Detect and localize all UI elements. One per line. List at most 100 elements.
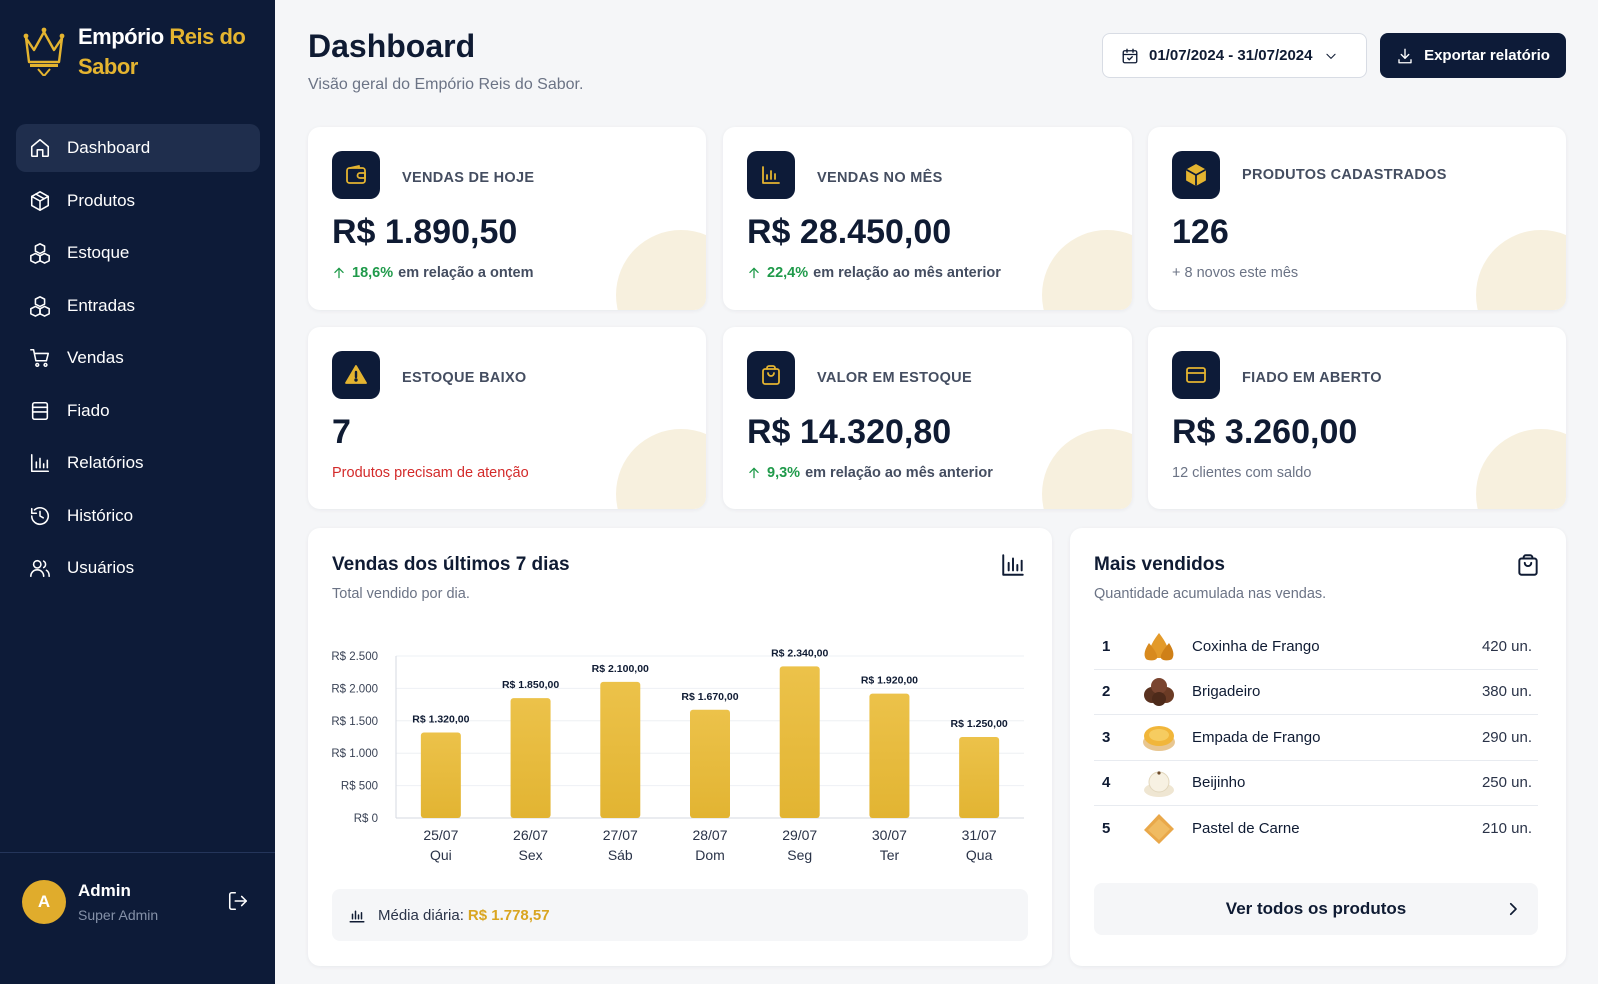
boxes-icon: [30, 243, 50, 264]
x-tick-label: 29/07: [782, 827, 817, 843]
chart-bar: [869, 693, 910, 818]
user-name: Admin: [78, 881, 131, 900]
stat-change: 22,4% em relação ao mês anterior: [747, 265, 1001, 281]
daily-average-value: R$ 1.778,57: [467, 906, 550, 924]
data-label: R$ 2.340,00: [771, 647, 828, 659]
calendar-icon: [1122, 48, 1138, 63]
home-icon: [30, 138, 50, 158]
chart-bar: [510, 698, 551, 818]
chart-bar: [690, 709, 730, 818]
data-label: R$ 1.250,00: [951, 718, 1008, 730]
sidebar-item-vendas[interactable]: Vendas: [16, 334, 260, 382]
brand-logo[interactable]: Empório Reis do Sabor: [22, 22, 246, 82]
date-range-picker[interactable]: 01/07/2024 - 31/07/2024: [1102, 33, 1367, 78]
brand-name-part3: Sabor: [78, 54, 138, 79]
x-weekday-label: Sáb: [608, 847, 633, 863]
stat-note-alert: Produtos precisam de atenção: [332, 465, 529, 481]
sidebar-item-label: Vendas: [67, 348, 124, 367]
sales-panel-subtitle: Total vendido por dia.: [332, 586, 470, 602]
chart-options-button[interactable]: [1000, 552, 1026, 578]
chart-bar: [959, 737, 1000, 818]
cart-icon: [30, 348, 50, 368]
sidebar-item-label: Produtos: [67, 190, 136, 210]
see-all-products-button[interactable]: Ver todos os produtos: [1094, 883, 1538, 935]
sidebar-item-label: Estoque: [67, 243, 130, 262]
user-role: Super Admin: [78, 907, 159, 923]
list-item[interactable]: 3 Empada de Frango 290 un.: [1094, 715, 1538, 761]
product-quantity: 380 un.: [1481, 683, 1532, 701]
product-name: Empada de Frango: [1192, 728, 1321, 746]
sidebar-item-dashboard[interactable]: Dashboard: [16, 124, 260, 172]
x-tick-label: 27/07: [603, 827, 638, 843]
sidebar-item-historico[interactable]: Histórico: [16, 492, 260, 540]
y-tick-label: R$ 0: [354, 813, 378, 825]
best-sellers-cart-button[interactable]: [1515, 552, 1541, 578]
logout-button[interactable]: [227, 890, 249, 912]
x-tick-label: 28/07: [692, 827, 727, 843]
y-tick-label: R$ 1.000: [331, 748, 378, 760]
sidebar-item-relatorios[interactable]: Relatórios: [16, 439, 260, 487]
stat-label: PRODUTOS CADASTRADOS: [1242, 167, 1447, 183]
sidebar-item-usuarios[interactable]: Usuários: [16, 544, 260, 592]
bag-icon: [762, 365, 780, 385]
stat-note-text: + 8 novos este mês: [1172, 265, 1299, 281]
product-quantity: 420 un.: [1481, 637, 1532, 655]
product-quantity: 210 un.: [1481, 820, 1532, 838]
list-item[interactable]: 4 Beijinho 250 un.: [1094, 761, 1538, 806]
sidebar-item-fiado[interactable]: Fiado: [16, 387, 260, 435]
chevron-down-icon: [1326, 53, 1337, 59]
list-item[interactable]: 5 Pastel de Carne 210 un.: [1094, 806, 1538, 852]
crown-icon: [23, 27, 65, 76]
avatar[interactable]: A: [22, 880, 66, 924]
stat-card-produtos: PRODUTOS CADASTRADOS 126 + 8 novos este …: [1148, 127, 1566, 310]
product-quantity: 290 un.: [1481, 728, 1532, 746]
bar-chart-icon: [30, 453, 50, 473]
arrow-up-icon: [749, 267, 759, 279]
stat-note: Produtos precisam de atenção: [332, 465, 529, 481]
sidebar-item-estoque[interactable]: Estoque: [16, 229, 260, 277]
export-report-label: Exportar relatório: [1424, 47, 1550, 64]
card-decoration: [1476, 230, 1566, 310]
ledger-icon: [31, 401, 49, 420]
rank-number: 5: [1102, 820, 1111, 838]
chart-icon: [762, 166, 780, 184]
sidebar-item-entradas[interactable]: Entradas: [16, 282, 260, 330]
sidebar-item-label: Dashboard: [67, 138, 151, 157]
stat-card-estoque-baixo: ESTOQUE BAIXO 7 Produtos precisam de ate…: [308, 327, 706, 509]
stat-value: 7: [332, 413, 351, 451]
empada-image: [1143, 726, 1175, 752]
sidebar-item-label: Relatórios: [67, 453, 144, 472]
stat-change: 9,3% em relação ao mês anterior: [747, 465, 993, 481]
x-weekday-label: Ter: [880, 847, 900, 863]
user-info: Admin Super Admin: [78, 881, 158, 923]
y-tick-label: R$ 500: [341, 781, 378, 793]
y-tick-label: R$ 1.500: [331, 716, 378, 728]
sidebar-item-produtos[interactable]: Produtos: [16, 177, 260, 225]
logout-icon: [228, 891, 248, 911]
stat-card-vendas-mes: VENDAS NO MÊS R$ 28.450,00 22,4% em rela…: [723, 127, 1132, 310]
list-item[interactable]: 2 Brigadeiro 380 un.: [1094, 670, 1538, 715]
stat-value: R$ 28.450,00: [747, 213, 952, 251]
wallet-icon: [346, 165, 366, 184]
x-weekday-label: Dom: [695, 847, 725, 863]
date-range-value: 01/07/2024 - 31/07/2024: [1149, 47, 1313, 64]
warning-icon: [345, 365, 367, 384]
stat-icon-box: [332, 351, 380, 399]
stat-icon-box: [1172, 351, 1220, 399]
stat-change-percent: 18,6%: [352, 265, 394, 281]
list-item[interactable]: 1 Coxinha de Frango 420 un.: [1094, 624, 1538, 670]
product-name: Coxinha de Frango: [1192, 637, 1320, 655]
x-weekday-label: Sex: [519, 847, 543, 863]
export-report-button[interactable]: Exportar relatório: [1380, 33, 1566, 78]
card-decoration: [616, 429, 706, 509]
card-decoration: [1476, 429, 1566, 509]
data-label: R$ 1.670,00: [681, 691, 738, 703]
chart-bar: [420, 732, 461, 818]
card-decoration: [616, 230, 706, 310]
stat-icon-box: [332, 151, 380, 199]
history-icon: [30, 506, 50, 525]
beijinho-image: [1144, 771, 1174, 797]
product-name: Pastel de Carne: [1192, 820, 1300, 838]
pastel-image: [1144, 813, 1174, 844]
stat-label: FIADO EM ABERTO: [1242, 370, 1382, 386]
